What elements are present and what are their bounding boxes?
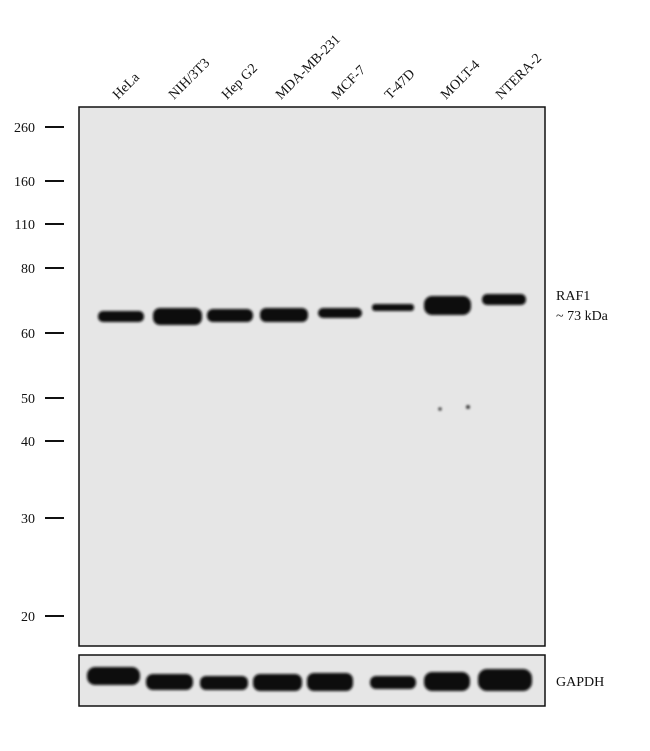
band	[260, 308, 308, 322]
marker-label: 20	[21, 610, 35, 625]
band	[153, 308, 202, 325]
band	[424, 672, 470, 691]
spot	[466, 405, 470, 409]
gapdh-bands	[87, 667, 532, 691]
band	[482, 294, 526, 305]
band	[424, 296, 471, 315]
marker-label: 30	[21, 512, 35, 527]
band	[146, 674, 193, 690]
loading-control-label: GAPDH	[556, 675, 604, 690]
marker-label: 110	[15, 218, 35, 233]
band	[370, 676, 416, 689]
blot-panel	[78, 106, 546, 647]
band	[253, 674, 302, 691]
spot	[438, 407, 442, 411]
marker-label: 260	[14, 121, 35, 136]
band	[200, 676, 248, 690]
raf1-bands	[98, 294, 526, 411]
band	[87, 667, 140, 685]
band	[478, 669, 532, 691]
band	[307, 673, 353, 691]
marker-label: 50	[21, 392, 35, 407]
band	[207, 309, 253, 322]
band	[318, 308, 362, 318]
size-label: ~ 73 kDa	[556, 309, 609, 324]
band	[98, 311, 144, 322]
band	[372, 304, 414, 311]
marker-label: 160	[14, 175, 35, 190]
marker-label: 60	[21, 327, 35, 342]
protein-label: RAF1	[556, 289, 590, 304]
marker-label: 40	[21, 435, 35, 450]
marker-label: 80	[21, 262, 35, 277]
